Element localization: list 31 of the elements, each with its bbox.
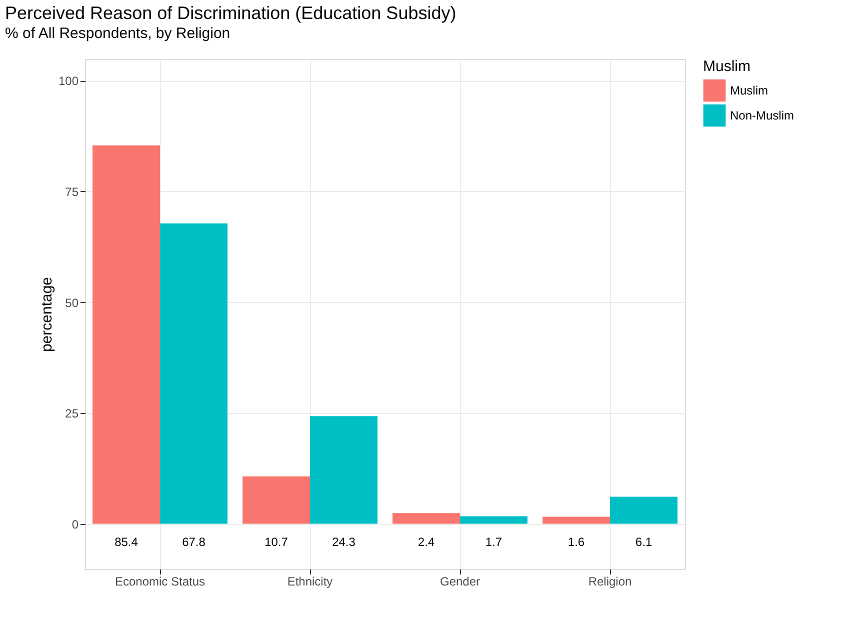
x-tick-label: Ethnicity [287, 574, 333, 588]
bar [160, 223, 228, 524]
x-tick-label: Economic Status [114, 574, 206, 588]
bar [242, 476, 310, 524]
legend-label: Non-Muslim [730, 108, 794, 122]
data-label: 1.6 [568, 534, 585, 549]
data-label: 85.4 [114, 534, 138, 549]
x-tick-label: Gender [440, 574, 480, 588]
x-tick-label: Religion [588, 574, 632, 588]
data-label: 67.8 [182, 534, 206, 549]
chart-subtitle: % of All Respondents, by Religion [5, 25, 230, 42]
data-label: 10.7 [264, 534, 288, 549]
y-tick-label: 25 [65, 406, 79, 421]
y-axis-title: percentage [38, 276, 56, 352]
bar [392, 513, 460, 524]
legend-label: Muslim [730, 84, 768, 98]
legend-title: Muslim [703, 58, 750, 75]
data-label: 24.3 [332, 534, 356, 549]
chart-title: Perceived Reason of Discrimination (Education Subsidy) [5, 3, 456, 23]
bar [542, 516, 610, 524]
y-tick-label: 75 [65, 184, 79, 199]
bar [460, 516, 528, 524]
y-tick-label: 0 [72, 517, 79, 532]
data-label: 2.4 [418, 534, 435, 549]
data-label: 1.7 [485, 534, 502, 549]
bar [92, 145, 160, 524]
y-tick-label: 50 [65, 296, 79, 310]
bar [310, 416, 378, 524]
bar [610, 496, 678, 524]
y-tick-label: 100 [58, 74, 79, 88]
data-label: 6.1 [635, 534, 652, 549]
